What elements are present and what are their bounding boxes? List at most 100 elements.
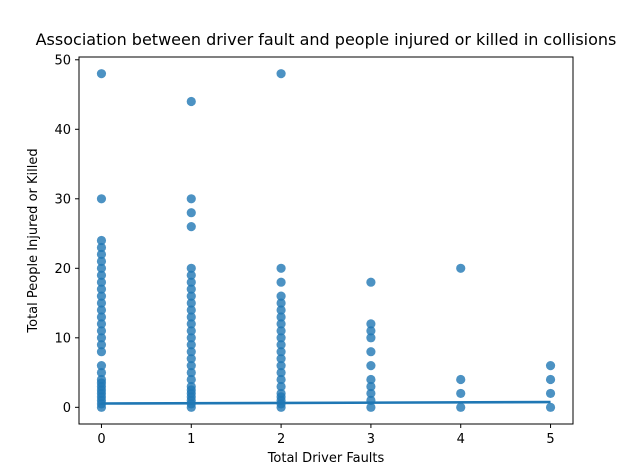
data-point	[186, 340, 196, 350]
data-point	[276, 333, 286, 343]
data-point	[366, 381, 376, 392]
data-point	[366, 374, 376, 385]
data-point	[276, 326, 286, 336]
data-point	[96, 263, 107, 273]
data-point	[96, 277, 107, 287]
data-point	[186, 367, 196, 378]
data-point	[276, 291, 286, 301]
data-point	[96, 374, 107, 385]
x-tick-label: 1	[187, 432, 195, 447]
data-point	[186, 208, 196, 218]
y-axis-label: Total People Injured or Killed	[26, 148, 41, 333]
x-tick-label: 4	[457, 432, 465, 447]
data-point	[276, 354, 286, 364]
data-point	[545, 374, 556, 385]
data-point	[276, 361, 286, 371]
data-point	[186, 347, 196, 357]
y-tick-label: 10	[54, 331, 71, 346]
data-point	[186, 381, 196, 392]
data-point	[96, 69, 107, 79]
data-point	[96, 270, 107, 280]
x-axis-label: Total Driver Faults	[267, 451, 385, 466]
data-point	[276, 298, 286, 308]
y-tick-label: 40	[54, 123, 71, 138]
data-point	[96, 291, 107, 301]
data-point	[276, 340, 286, 350]
data-point	[186, 374, 196, 385]
data-point	[186, 270, 196, 280]
chart-title: Association between driver fault and peo…	[36, 30, 617, 49]
data-point	[276, 319, 286, 329]
data-point	[276, 312, 286, 322]
x-tick-label: 5	[546, 432, 554, 447]
x-tick-label: 0	[97, 432, 105, 447]
data-point	[366, 347, 376, 357]
data-point	[276, 69, 286, 79]
data-point	[186, 298, 196, 308]
data-point	[96, 249, 107, 260]
data-point	[96, 284, 107, 294]
data-point	[545, 402, 556, 412]
y-tick-label: 30	[54, 192, 71, 207]
data-point	[276, 388, 286, 399]
y-tick-label: 0	[63, 401, 71, 416]
data-point	[456, 263, 466, 273]
data-point	[276, 263, 286, 273]
regression-line-group	[101, 400, 551, 405]
data-point	[96, 305, 107, 315]
regression-line	[101, 400, 551, 405]
data-point	[96, 235, 107, 246]
data-point	[96, 312, 107, 322]
data-point	[186, 326, 196, 336]
data-point	[96, 340, 107, 350]
data-point	[96, 256, 107, 266]
data-point	[366, 333, 376, 343]
data-point	[186, 291, 196, 301]
data-point	[96, 319, 107, 329]
y-tick-label: 20	[54, 262, 71, 277]
data-point	[186, 221, 196, 232]
data-point	[186, 194, 196, 204]
data-point	[186, 312, 196, 322]
data-point	[276, 374, 286, 385]
data-point	[456, 402, 466, 412]
data-point	[276, 367, 286, 378]
data-point	[545, 361, 556, 371]
data-point	[96, 194, 107, 204]
data-point	[276, 347, 286, 357]
data-point	[96, 333, 107, 343]
data-point	[366, 361, 376, 371]
data-point	[186, 354, 196, 364]
data-point	[96, 326, 107, 336]
data-point	[276, 381, 286, 392]
data-point	[96, 367, 107, 378]
data-point	[186, 263, 196, 273]
data-point	[186, 319, 196, 329]
plot-area-frame	[78, 56, 574, 425]
data-point	[96, 361, 107, 371]
data-point	[186, 361, 196, 371]
data-point	[96, 347, 107, 357]
data-point	[186, 305, 196, 315]
data-point	[276, 305, 286, 315]
data-point	[186, 333, 196, 343]
data-point	[276, 277, 286, 287]
data-point	[96, 298, 107, 308]
y-axis-ticks: 0 10 20 30 40 50	[54, 53, 79, 416]
data-points	[96, 69, 556, 412]
data-point	[366, 326, 376, 336]
data-point	[186, 96, 196, 107]
data-point	[366, 277, 376, 287]
data-point	[456, 374, 466, 385]
data-point	[366, 319, 376, 329]
data-point	[186, 284, 196, 294]
data-point	[545, 388, 556, 399]
data-point	[366, 402, 376, 412]
x-tick-label: 3	[367, 432, 375, 447]
data-point	[186, 277, 196, 287]
x-tick-label: 2	[277, 432, 285, 447]
data-point	[96, 242, 107, 253]
data-point	[456, 388, 466, 399]
data-point	[366, 388, 376, 399]
